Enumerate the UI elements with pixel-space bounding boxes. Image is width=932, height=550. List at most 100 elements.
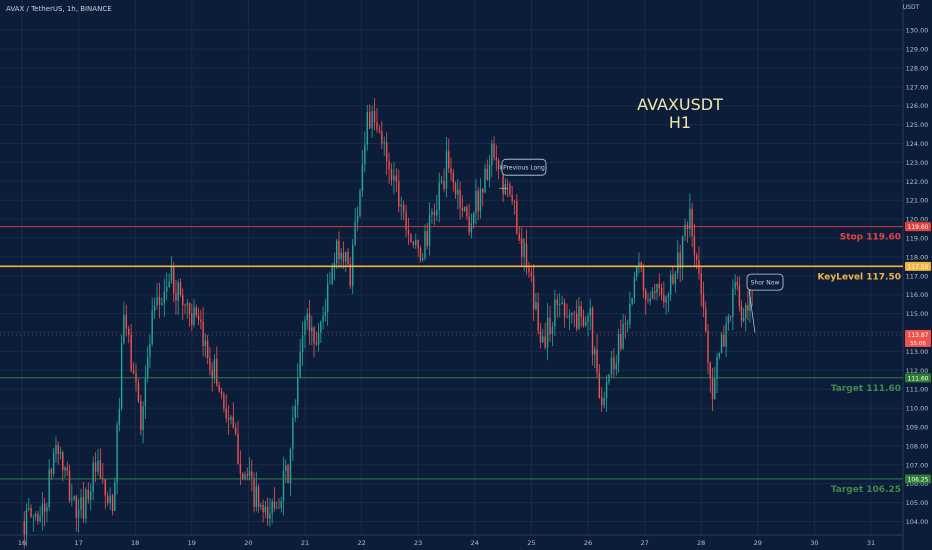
candle-body xyxy=(262,505,264,513)
candle-body xyxy=(371,110,373,129)
candle-body xyxy=(742,318,745,321)
candle-body xyxy=(716,357,718,379)
candle-body xyxy=(658,284,661,288)
candle-body xyxy=(116,424,118,483)
candle-body xyxy=(461,207,464,211)
candle-body xyxy=(92,462,94,492)
candle-body xyxy=(417,239,419,249)
candle-body xyxy=(617,333,620,364)
time-tick-label: 28 xyxy=(697,539,705,547)
candle-body xyxy=(322,315,324,322)
candle-body xyxy=(649,298,651,302)
candle-body xyxy=(163,291,166,304)
candle-body xyxy=(80,497,82,510)
candle-body xyxy=(751,297,753,298)
time-tick-label: 26 xyxy=(584,539,592,547)
candle-body xyxy=(620,333,622,349)
candle-body xyxy=(28,508,30,510)
candle-body xyxy=(497,160,500,170)
candle-body xyxy=(551,326,554,334)
candle-body xyxy=(587,315,589,322)
price-tick-label: 119.00 xyxy=(906,235,929,243)
candle-body xyxy=(264,506,267,513)
candle-body xyxy=(479,189,482,212)
candle-body xyxy=(598,372,601,398)
candle-body xyxy=(535,302,537,310)
candle-body xyxy=(749,297,751,311)
candle-body xyxy=(43,503,46,512)
candle-body xyxy=(393,175,395,181)
candle-body xyxy=(513,200,516,202)
candle-body xyxy=(568,315,571,318)
candle-body xyxy=(415,239,417,245)
candle-body xyxy=(64,467,66,471)
candle-body xyxy=(679,252,681,268)
candle-body xyxy=(354,221,356,246)
candle-body xyxy=(615,363,618,370)
candle-body xyxy=(140,401,142,430)
candle-body xyxy=(52,453,55,474)
candle-body xyxy=(188,302,191,314)
candle-body xyxy=(251,471,253,478)
candle-body xyxy=(747,305,749,311)
candle-body xyxy=(308,314,311,332)
candle-body xyxy=(419,248,422,260)
candle-body xyxy=(195,307,198,316)
candle-body xyxy=(390,169,393,181)
candle-body xyxy=(230,416,232,420)
candle-body xyxy=(561,302,563,305)
candle-body xyxy=(275,507,278,509)
candle-body xyxy=(491,143,493,166)
candle-body xyxy=(130,334,132,371)
candle-body xyxy=(691,208,693,236)
candle-body xyxy=(299,352,301,378)
time-tick-label: 21 xyxy=(301,539,309,547)
candle-body xyxy=(46,507,48,512)
candle-body xyxy=(132,370,135,374)
candle-body xyxy=(82,497,85,519)
candle-body xyxy=(25,509,28,535)
price-tick-label: 113.00 xyxy=(906,348,929,356)
candle-body xyxy=(635,266,638,278)
candle-body xyxy=(718,353,721,358)
time-tick-label: 29 xyxy=(754,539,762,547)
candle-body xyxy=(656,284,658,293)
candle-body xyxy=(532,276,535,310)
candle-body xyxy=(253,477,255,507)
candle-body xyxy=(385,142,388,162)
candle-body xyxy=(234,428,237,434)
candle-body xyxy=(738,285,741,307)
candle-body xyxy=(368,112,371,129)
candle-body xyxy=(549,317,551,334)
candle-body xyxy=(179,282,182,296)
candle-body xyxy=(539,330,542,343)
candle-body xyxy=(667,294,670,298)
candle-body xyxy=(689,208,691,230)
candle-body xyxy=(39,516,41,522)
level-tag-target2 xyxy=(905,474,931,484)
candle-body xyxy=(376,122,378,130)
candle-body xyxy=(651,291,654,299)
candle-body xyxy=(486,168,488,180)
candle-body xyxy=(340,252,342,260)
candle-body xyxy=(146,356,149,378)
price-tick-label: 125.00 xyxy=(906,121,929,129)
time-tick-label: 25 xyxy=(527,539,535,547)
candle-body xyxy=(304,320,306,336)
symbol-header: AVAX / TetherUS, 1h, BINANCE xyxy=(6,5,112,13)
candle-body xyxy=(402,204,405,213)
candle-body xyxy=(144,377,147,407)
candle-body xyxy=(151,310,153,344)
candle-body xyxy=(50,469,53,474)
price-tick-label: 104.00 xyxy=(906,518,929,526)
candle-body xyxy=(232,416,235,429)
candle-body xyxy=(345,251,347,262)
time-tick-label: 30 xyxy=(810,539,818,547)
candle-body xyxy=(407,229,410,235)
candle-body xyxy=(347,251,349,265)
candle-body xyxy=(220,391,223,395)
level-tag-stop xyxy=(905,222,931,232)
candle-body xyxy=(104,479,106,496)
